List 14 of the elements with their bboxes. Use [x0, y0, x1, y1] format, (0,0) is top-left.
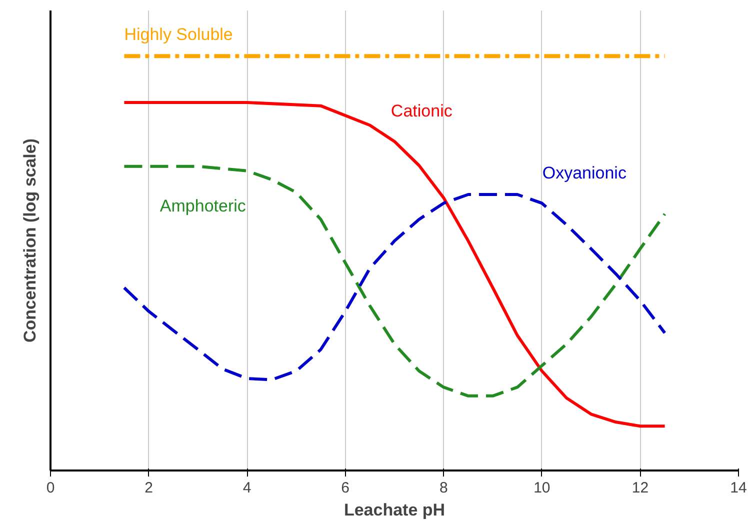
series-label: Amphoteric [160, 196, 246, 216]
series-label: Oxyanionic [542, 164, 627, 182]
y-axis-title: Concentration (log scale) [20, 138, 40, 343]
series-label: Cationic [390, 101, 453, 120]
x-tick-label: 12 [632, 480, 649, 496]
series-label: Highly Soluble [124, 25, 233, 44]
x-tick-label: 2 [144, 480, 153, 496]
x-tick-label: 4 [242, 480, 252, 496]
x-tick-label: 8 [439, 480, 448, 496]
x-tick-label: 0 [46, 480, 55, 496]
x-tick-label: 10 [534, 480, 550, 496]
x-tick-label: 14 [730, 480, 747, 496]
x-axis-title: Leachate pH [344, 500, 446, 520]
x-tick-label: 6 [341, 480, 350, 496]
